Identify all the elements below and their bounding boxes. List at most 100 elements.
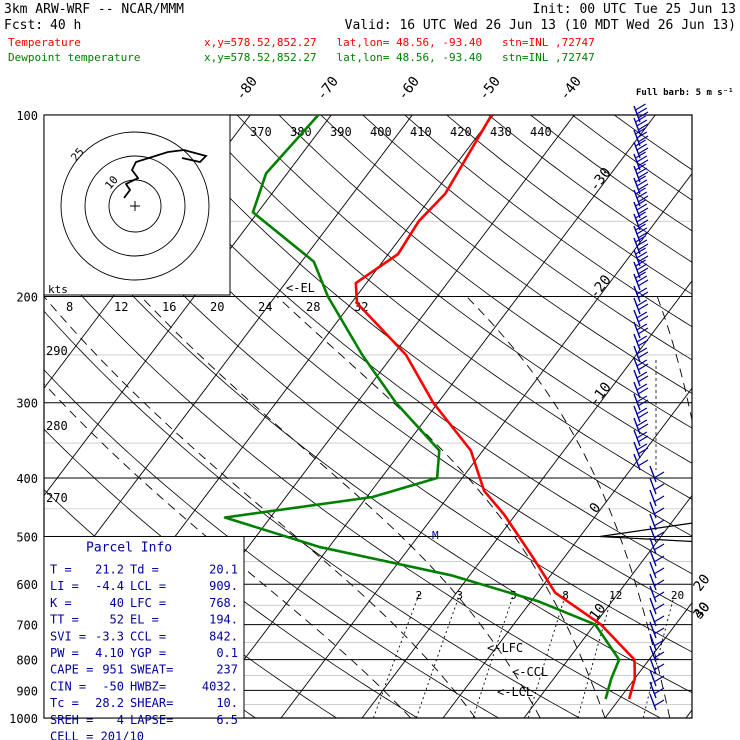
wind-barb <box>633 405 649 423</box>
level-annotation: <-EL <box>286 281 315 295</box>
wind-barb <box>649 537 665 555</box>
parcel-value: -3.3 <box>95 629 124 643</box>
wind-barb <box>633 441 649 459</box>
wind-barb <box>633 453 649 471</box>
theta-e-label: 440 <box>530 125 552 139</box>
parcel-value: 4.10 <box>95 646 124 660</box>
wind-barb <box>649 561 665 579</box>
dry-adiabat-line <box>614 115 692 718</box>
parcel-value: 194. <box>209 613 238 627</box>
parcel-value: 28.2 <box>95 696 124 710</box>
wind-barb <box>649 609 665 627</box>
temperature-tick-label: 40 <box>691 599 714 622</box>
parcel-label: TT = <box>50 613 79 627</box>
theta-label: 290 <box>46 344 68 358</box>
wind-barb <box>649 633 665 651</box>
dewpoint-profile <box>223 115 621 700</box>
dry-adiabat-line <box>446 115 692 718</box>
dewpoint-location: x,y=578.52,852.27 lat,lon= 48.56, -93.40… <box>204 51 595 64</box>
level-annotation: <-LCL <box>497 685 533 699</box>
parcel-value: 951 <box>102 663 124 677</box>
parcel-cell: CELL = 201/10 <box>50 729 144 740</box>
temperature-tick-label: 20 <box>691 571 714 594</box>
level-annotation: <-LFC <box>487 641 523 655</box>
parcel-value: 0.1 <box>216 646 238 660</box>
mixing-ratio-line <box>415 592 461 718</box>
temperature-tick-label: -70 <box>314 74 342 104</box>
parcel-value: 6.5 <box>216 713 238 727</box>
parcel-info-box <box>43 535 245 719</box>
dry-adiabat-line <box>44 115 661 718</box>
dry-adiabat-line <box>44 115 692 718</box>
dry-adiabat-line <box>320 115 692 718</box>
parcel-value: 842. <box>209 629 238 643</box>
wind-barb <box>649 477 665 495</box>
wind-barb <box>649 645 665 663</box>
temperature-tick-label: -80 <box>233 74 261 104</box>
pressure-label: 200 <box>16 291 38 305</box>
dry-adiabat-line <box>44 115 499 718</box>
parcel-value: 10. <box>216 696 238 710</box>
theta-e-label: 420 <box>450 125 472 139</box>
isotherm-line <box>0 115 7 718</box>
wind-barb <box>649 693 665 711</box>
parcel-value: -4.4 <box>95 579 124 593</box>
wind-marker: M <box>432 529 439 542</box>
wind-barb <box>633 345 649 363</box>
temperature-tick-label: -50 <box>476 74 504 104</box>
pressure-label: 900 <box>16 684 38 698</box>
speed-scale-label: 28 <box>306 300 320 314</box>
parcel-value: 237 <box>216 663 238 677</box>
wind-barb <box>633 259 649 279</box>
parcel-label: CAPE = <box>50 663 93 677</box>
parcel-label: SREH = <box>50 713 93 727</box>
temperature-tick-label: -60 <box>395 74 423 104</box>
parcel-label: LI = <box>50 579 79 593</box>
parcel-label: Td = <box>130 562 159 576</box>
parcel-label: EL = <box>130 613 159 627</box>
mixing-ratio-line <box>373 592 421 718</box>
dry-adiabat-line <box>44 115 692 718</box>
isotherm-line <box>361 115 692 718</box>
isotherm-line <box>280 115 692 718</box>
mixing-ratio-label: 2 <box>416 589 423 602</box>
dry-adiabat-line <box>194 115 692 718</box>
forecast-hours: 40 h <box>50 18 82 33</box>
parcel-label: SHEAR= <box>130 696 173 710</box>
wind-barb <box>633 321 649 339</box>
valid-time: Valid: 16 UTC Wed 26 Jun 13 (10 MDT Wed … <box>344 18 736 33</box>
hodograph-ring <box>60 131 210 281</box>
isotherm-line <box>199 115 656 718</box>
pressure-label: 700 <box>16 619 38 633</box>
wind-barb <box>633 309 649 327</box>
pressure-label: 1000 <box>9 712 38 726</box>
temperature-legend: Temperature <box>8 36 81 49</box>
wind-barb <box>633 151 649 171</box>
wind-barb <box>633 297 649 315</box>
temperature-tick-label: -40 <box>557 74 585 104</box>
theta-e-label: 410 <box>410 125 432 139</box>
parcel-label: YGP = <box>130 646 166 660</box>
parcel-label: LCL = <box>130 579 166 593</box>
wind-barb <box>649 489 665 507</box>
temperature-profile <box>354 115 637 700</box>
wind-barb <box>649 681 665 699</box>
wind-barb <box>633 381 649 399</box>
parcel-value: 20.1 <box>209 562 238 576</box>
wind-barb <box>649 525 665 543</box>
hodograph-ring <box>84 155 186 257</box>
parcel-label: T = <box>50 562 72 576</box>
wind-barb <box>649 573 665 591</box>
wind-barb <box>633 417 649 435</box>
level-annotation: <-CCL <box>512 665 548 679</box>
parcel-label: K = <box>50 596 72 610</box>
dry-adiabat-line <box>68 115 692 718</box>
parcel-value: -50 <box>102 679 124 693</box>
theta-e-label: 390 <box>330 125 352 139</box>
isotherm-line <box>685 115 692 718</box>
parcel-label: Tc = <box>50 696 79 710</box>
moist-adiabat-line <box>656 296 692 718</box>
pressure-label: 800 <box>16 654 38 668</box>
wind-barb <box>649 585 665 603</box>
